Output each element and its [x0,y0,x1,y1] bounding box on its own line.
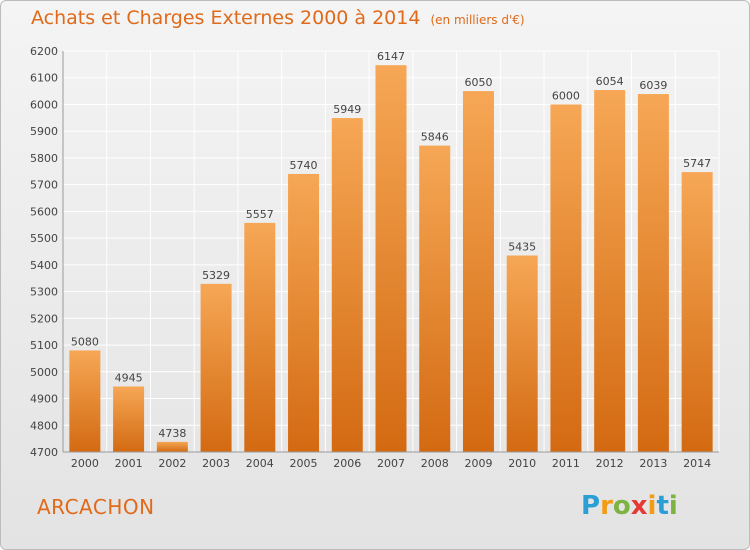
y-tick-label: 5600 [30,205,58,218]
x-tick-label: 2009 [464,457,492,470]
x-tick-label: 2003 [202,457,230,470]
y-tick-label: 6000 [30,98,58,111]
y-tick-label: 5100 [30,339,58,352]
logo-letter: P [581,491,601,521]
data-label: 6000 [552,89,580,102]
bar [550,104,582,452]
data-label: 5740 [290,159,318,172]
y-tick-label: 6100 [30,72,58,85]
x-tick-label: 2006 [333,457,361,470]
x-tick-label: 2002 [158,457,186,470]
logo-letter: r [600,491,613,521]
data-label: 6147 [377,50,405,63]
data-label: 6054 [596,75,624,88]
data-label: 4945 [115,372,143,385]
bar [681,172,713,453]
logo-letter: t [656,491,669,521]
x-tick-label: 2000 [71,457,99,470]
data-label: 5747 [683,157,711,170]
bar [69,350,101,452]
bar [200,283,232,452]
logo-letter: x [630,491,648,521]
data-label: 4738 [158,427,186,440]
x-tick-label: 2011 [552,457,580,470]
bar [462,91,494,452]
bar [288,173,320,452]
y-tick-label: 5400 [30,259,58,272]
y-tick-label: 4700 [30,446,58,459]
logo-letter: i [668,491,678,521]
data-label: 5435 [508,241,536,254]
x-tick-label: 2004 [246,457,274,470]
chart-title: Achats et Charges Externes 2000 à 2014 (e… [31,7,525,29]
bar [113,386,145,452]
data-label: 6039 [639,79,667,92]
x-tick-label: 2007 [377,457,405,470]
data-label: 6050 [464,76,492,89]
y-tick-label: 5200 [30,312,58,325]
chart-title-unit: (en milliers d'€) [430,13,525,27]
y-tick-label: 6200 [30,45,58,58]
y-tick-label: 5800 [30,152,58,165]
logo-letter: o [612,491,631,521]
y-tick-label: 4900 [30,393,58,406]
x-tick-label: 2012 [596,457,624,470]
y-tick-label: 5000 [30,366,58,379]
y-tick-label: 5700 [30,179,58,192]
x-tick-label: 2010 [508,457,536,470]
bar [331,118,363,452]
bar [506,255,538,452]
bar [419,145,451,453]
logo-letter: i [647,491,657,521]
x-tick-label: 2014 [683,457,711,470]
city-name: ARCACHON [37,495,155,519]
bar [594,90,626,452]
bar [637,94,669,453]
chart-title-main: Achats et Charges Externes 2000 à 2014 [31,7,421,29]
y-tick-label: 4800 [30,419,58,432]
y-tick-label: 5300 [30,286,58,299]
bar [375,65,407,452]
data-label: 5949 [333,103,361,116]
y-tick-label: 5900 [30,125,58,138]
data-label: 5329 [202,269,230,282]
data-label: 5557 [246,208,274,221]
proxiti-logo[interactable]: Proxiti [581,491,678,521]
x-tick-label: 2001 [115,457,143,470]
x-tick-label: 2008 [421,457,449,470]
data-label: 5080 [71,335,99,348]
bar [156,441,188,452]
data-label: 5846 [421,131,449,144]
x-tick-label: 2013 [639,457,667,470]
x-tick-label: 2005 [290,457,318,470]
bar [244,222,276,452]
y-tick-label: 5500 [30,232,58,245]
